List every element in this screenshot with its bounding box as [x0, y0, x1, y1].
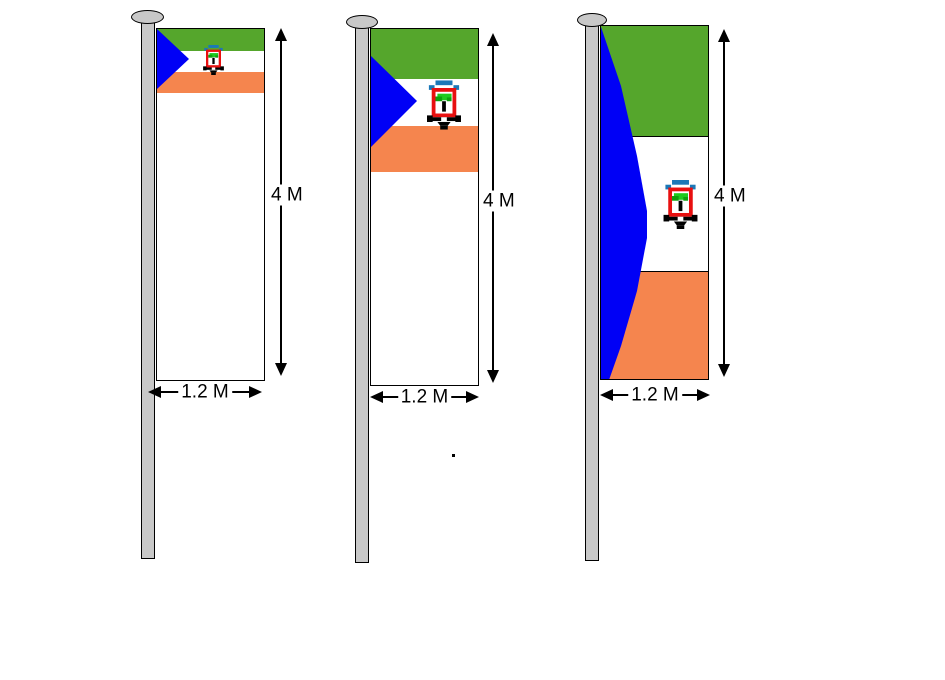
arrow-right-icon: [466, 391, 479, 403]
arrow-left-icon: [370, 391, 383, 403]
height-label: 4 M: [480, 190, 518, 212]
orange-stripe: [371, 126, 478, 172]
flagpole-cap: [131, 10, 164, 24]
height-label: 4 M: [268, 184, 306, 206]
arrow-down-icon: [718, 364, 730, 377]
width-dimension: 1.2 M: [370, 386, 479, 408]
green-stripe: [371, 29, 478, 79]
height-dimension: 4 M: [268, 28, 306, 376]
arrow-left-icon: [148, 386, 161, 398]
width-dimension: 1.2 M: [148, 381, 262, 403]
flag-banner: [370, 28, 479, 386]
arrow-right-icon: [697, 389, 710, 401]
orange-stripe: [157, 72, 264, 93]
flag-banner: [600, 25, 709, 380]
arrow-down-icon: [275, 363, 287, 376]
hoist-triangle: [601, 27, 647, 379]
coat-of-arms-icon: [427, 80, 461, 130]
arrow-up-icon: [275, 28, 287, 41]
width-label: 1.2 M: [397, 386, 452, 408]
green-stripe: [157, 29, 264, 51]
flagpole-shaft: [585, 20, 599, 561]
arrow-up-icon: [718, 29, 730, 42]
flagpole-cap: [346, 15, 378, 29]
flag-banner: [156, 28, 265, 381]
arrow-down-icon: [487, 370, 499, 383]
height-label: 4 M: [711, 185, 749, 207]
coat-of-arms-icon: [203, 45, 224, 75]
width-label: 1.2 M: [628, 384, 682, 406]
coat-of-arms-icon: [663, 180, 698, 229]
flagpole-cap: [577, 13, 607, 27]
height-dimension: 4 M: [480, 33, 518, 383]
arrow-right-icon: [249, 386, 262, 398]
height-dimension: 4 M: [711, 29, 749, 377]
flagpole-shaft: [141, 17, 155, 559]
arrow-left-icon: [600, 389, 613, 401]
width-dimension: 1.2 M: [600, 384, 710, 406]
stray-dot: [452, 454, 455, 457]
hoist-triangle: [157, 29, 189, 89]
width-label: 1.2 M: [178, 381, 232, 403]
arrow-up-icon: [487, 33, 499, 46]
flagpole-shaft: [355, 22, 369, 563]
hoist-triangle: [371, 56, 417, 147]
